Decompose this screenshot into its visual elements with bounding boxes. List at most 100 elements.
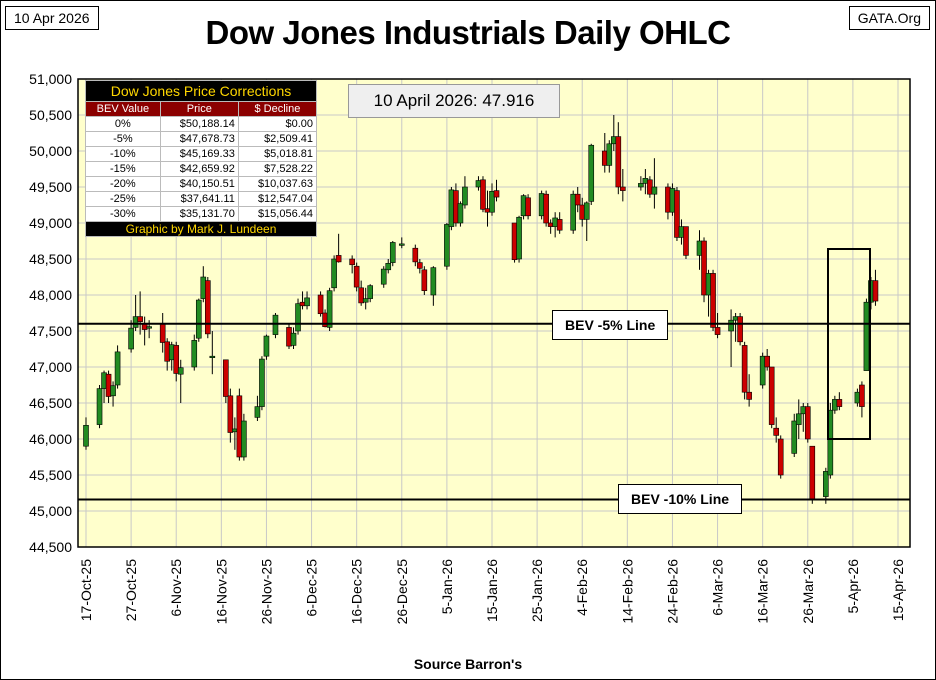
table-header-cell: Price [159, 101, 239, 117]
ohlc-bar [417, 259, 423, 274]
table-header-cell: $ Decline [237, 101, 318, 117]
x-tick-label: 14-Feb-26 [619, 559, 635, 624]
ohlc-body [110, 385, 116, 397]
ohlc-body [804, 406, 811, 440]
ohlc-body [173, 345, 180, 374]
ohlc-bar [272, 313, 279, 339]
ohlc-body [827, 409, 834, 476]
ohlc-body [177, 367, 184, 375]
x-tick-label: 5-Apr-26 [845, 559, 861, 614]
table-cell: $45,169.33 [159, 146, 239, 162]
ohlc-body [764, 355, 770, 368]
table-cell: $5,018.81 [237, 146, 318, 162]
ohlc-bar [823, 467, 829, 504]
ohlc-body [746, 391, 752, 400]
ohlc-body [137, 316, 143, 322]
ohlc-bar [290, 327, 297, 349]
ohlc-bar [827, 403, 834, 479]
ohlc-body [809, 445, 816, 501]
ohlc-bar [195, 298, 202, 342]
ohlc-body [205, 280, 211, 335]
x-tick-label: 15-Apr-26 [890, 559, 906, 621]
ohlc-body [146, 326, 152, 329]
ohlc-bar [137, 291, 143, 335]
table-cell: -30% [85, 206, 161, 222]
ohlc-bar [331, 255, 337, 292]
y-tick-label: 44,500 [29, 539, 72, 555]
table-cell: $47,678.73 [159, 131, 239, 147]
ohlc-bar [804, 403, 811, 443]
table-cell: 0% [85, 116, 161, 132]
ohlc-bar [227, 388, 234, 443]
ohlc-body [335, 255, 342, 263]
x-tick-label: 26-Mar-26 [800, 559, 816, 624]
ohlc-body [398, 243, 405, 246]
y-tick-label: 49,000 [29, 215, 72, 231]
ohlc-bar [516, 215, 522, 263]
ohlc-body [263, 335, 270, 357]
ohlc-bar [205, 277, 211, 339]
table-row: -5% $47,678.73 $2,509.41 [85, 131, 318, 147]
bev-minus10-label: BEV -10% Line [618, 484, 743, 514]
ohlc-body [674, 190, 680, 238]
ohlc-body [583, 202, 590, 220]
table-cell: $40,150.51 [159, 176, 239, 192]
ohlc-body [132, 316, 139, 328]
ohlc-body [701, 240, 707, 296]
ohlc-bar [759, 352, 766, 389]
table-cell: $0.00 [237, 116, 318, 132]
ohlc-body [367, 285, 374, 299]
x-tick-label: 17-Oct-25 [78, 559, 94, 621]
x-tick-label: 15-Jan-26 [484, 559, 500, 622]
ohlc-body [570, 193, 577, 231]
ohlc-body [385, 263, 392, 271]
ohlc-body [574, 193, 581, 206]
ohlc-body [863, 301, 870, 371]
annotation-box: 10 April 2026: 47.916 [348, 84, 560, 118]
table-cell: $50,188.14 [159, 116, 239, 132]
ohlc-bar [304, 291, 310, 310]
ohlc-body [795, 413, 802, 425]
ohlc-body [823, 471, 829, 497]
ohlc-body [83, 425, 89, 447]
ohlc-body [304, 297, 310, 307]
ohlc-body [859, 384, 865, 407]
ohlc-body [223, 359, 229, 397]
ohlc-bar [746, 374, 752, 407]
ohlc-bar [191, 334, 198, 371]
ohlc-bar [385, 259, 392, 274]
ohlc-body [493, 190, 500, 198]
chart-title: Dow Jones Industrials Daily OHLC [205, 14, 731, 51]
x-tick-label: 4-Feb-26 [574, 559, 590, 616]
ohlc-bar [863, 298, 870, 371]
y-axis: 44,500 45,000 45,500 46,000 46,500 47,000 47,5… [29, 71, 72, 555]
ohlc-bar [791, 413, 798, 457]
ohlc-bar [525, 194, 531, 220]
ohlc-bar [620, 169, 626, 202]
ohlc-body [444, 224, 450, 267]
table-cell: $35,131.70 [159, 206, 239, 222]
ohlc-bar [683, 226, 689, 259]
ohlc-bar [380, 266, 387, 288]
ohlc-bar [480, 176, 486, 213]
ohlc-body [380, 268, 387, 285]
ohlc-bar [259, 356, 265, 411]
ohlc-bar [728, 309, 734, 367]
ohlc-body [96, 388, 103, 425]
ohlc-body [836, 399, 843, 407]
ohlc-body [615, 136, 622, 188]
ohlc-body [606, 143, 613, 166]
ohlc-bar [462, 176, 468, 209]
ohlc-bar [583, 201, 590, 241]
ohlc-body [620, 186, 626, 191]
ohlc-bar [263, 334, 270, 360]
table-row: -10% $45,169.33 $5,018.81 [85, 146, 318, 162]
ohlc-bar [764, 349, 770, 371]
x-tick-label: 16-Nov-25 [213, 559, 229, 625]
x-tick-label: 26-Dec-25 [394, 559, 410, 625]
ohlc-body [421, 269, 428, 291]
y-tick-label: 50,500 [29, 107, 72, 123]
ohlc-body [326, 290, 333, 328]
ohlc-bar [493, 179, 500, 202]
ohlc-body [290, 332, 297, 346]
